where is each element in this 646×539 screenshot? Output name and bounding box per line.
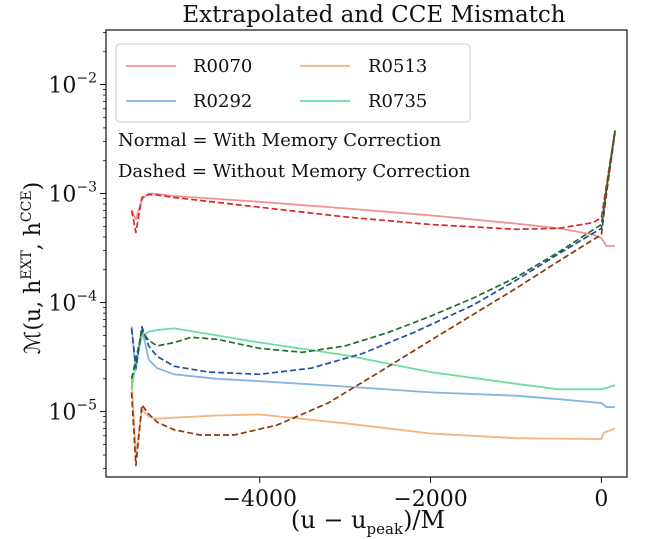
x-axis-label: (u − upeak)/M — [291, 506, 445, 538]
y-axis-label: ℳ(u, hEXT, hCCE) — [19, 182, 46, 354]
x-tick-label: −4000 — [223, 487, 297, 512]
ticks-layer: −4000 −2000 0 10−5 10−4 10−3 10−2 — [48, 32, 608, 512]
series-layer — [130, 130, 616, 467]
series-line-5 — [130, 132, 616, 467]
legend-label-r0292: R0292 — [193, 91, 252, 112]
legend: R0070 R0292 R0513 R0735 — [115, 43, 471, 123]
series-line-7 — [130, 130, 616, 379]
y-tick-label: 10−4 — [48, 289, 97, 317]
annotation-normal: Normal = With Memory Correction — [118, 130, 442, 151]
y-tick-label: 10−2 — [48, 71, 97, 99]
annotation-dashed: Dashed = Without Memory Correction — [118, 161, 471, 182]
series-line-3 — [130, 327, 616, 391]
legend-box — [115, 43, 471, 123]
legend-label-r0513: R0513 — [368, 56, 427, 77]
y-tick-label: 10−3 — [48, 180, 97, 208]
series-line-6 — [130, 131, 616, 376]
y-tick-label: 10−5 — [48, 398, 97, 426]
series-line-2 — [130, 326, 615, 409]
plot-frame — [105, 29, 628, 478]
legend-label-r0735: R0735 — [368, 91, 427, 112]
chart-title: Extrapolated and CCE Mismatch — [182, 2, 565, 28]
series-line-4 — [130, 130, 616, 234]
x-tick-label: 0 — [594, 487, 608, 512]
x-tick-label: −2000 — [393, 487, 467, 512]
series-line-1 — [130, 378, 616, 456]
legend-label-r0070: R0070 — [193, 56, 252, 77]
